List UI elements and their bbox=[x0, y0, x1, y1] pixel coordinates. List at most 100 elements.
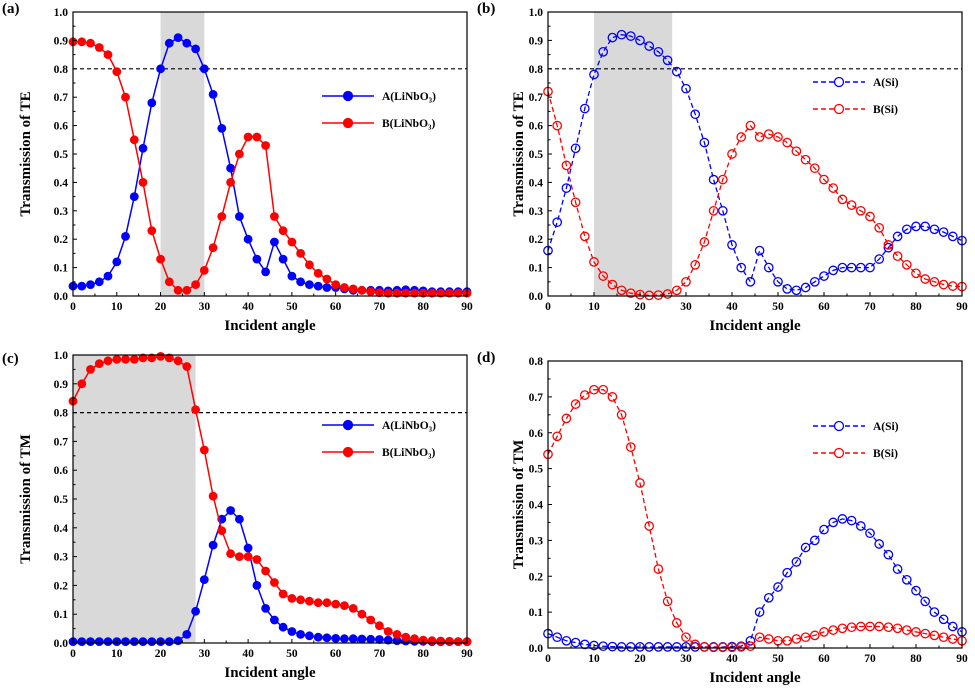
data-point bbox=[234, 552, 244, 561]
data-point bbox=[791, 146, 802, 157]
data-point bbox=[366, 287, 376, 297]
y-tick-label: 0.2 bbox=[529, 571, 544, 583]
x-axis-title: Incident angle bbox=[709, 670, 801, 686]
data-point bbox=[199, 575, 209, 584]
data-point bbox=[579, 390, 590, 400]
x-tick-label: 90 bbox=[461, 301, 473, 313]
legend-label: B(Si) bbox=[873, 104, 898, 116]
x-tick-label: 40 bbox=[726, 301, 738, 313]
data-point bbox=[570, 197, 581, 208]
data-point bbox=[607, 32, 618, 43]
data-point bbox=[269, 212, 279, 221]
y-tick-label: 0.4 bbox=[54, 177, 69, 189]
data-point bbox=[182, 285, 192, 295]
data-point bbox=[173, 285, 183, 295]
data-point bbox=[681, 276, 691, 287]
data-point bbox=[217, 212, 227, 221]
data-point bbox=[304, 280, 314, 290]
data-point bbox=[287, 237, 297, 247]
data-point bbox=[662, 55, 673, 66]
data-point bbox=[598, 641, 609, 652]
legend-entry: A(LiNbO₃) bbox=[322, 90, 436, 103]
data-point bbox=[374, 621, 384, 631]
data-point bbox=[883, 240, 894, 250]
data-point bbox=[77, 281, 87, 291]
data-point bbox=[322, 598, 332, 608]
data-point bbox=[828, 265, 839, 276]
data-point bbox=[809, 163, 820, 174]
data-point bbox=[690, 639, 701, 650]
data-point bbox=[828, 625, 839, 635]
y-tick-label: 0.0 bbox=[529, 291, 544, 303]
y-tick-label: 0.4 bbox=[529, 177, 544, 189]
y-tick-label: 0.4 bbox=[529, 500, 544, 512]
x-axis-title: Incident angle bbox=[224, 318, 316, 334]
data-point bbox=[754, 132, 765, 142]
data-point bbox=[782, 635, 793, 646]
data-point bbox=[313, 632, 323, 642]
data-point bbox=[883, 242, 894, 253]
data-point bbox=[304, 631, 314, 641]
data-point bbox=[226, 177, 236, 187]
y-tick-label: 1.0 bbox=[54, 7, 69, 19]
y-tick-label: 0.0 bbox=[54, 638, 69, 650]
x-tick-label: 70 bbox=[864, 301, 876, 313]
data-point bbox=[383, 627, 393, 636]
shaded-region bbox=[594, 12, 673, 296]
y-tick-label: 1.0 bbox=[54, 350, 69, 362]
data-point bbox=[304, 596, 314, 606]
data-point bbox=[929, 276, 940, 287]
data-point bbox=[147, 637, 157, 646]
x-tick-label: 80 bbox=[417, 301, 429, 313]
data-point bbox=[156, 64, 166, 74]
y-tick-label: 0.5 bbox=[529, 464, 544, 476]
legend-entry: A(Si) bbox=[813, 76, 899, 89]
data-point bbox=[717, 205, 728, 216]
data-point bbox=[164, 637, 174, 646]
data-point bbox=[234, 514, 244, 524]
data-point bbox=[874, 539, 885, 549]
data-point bbox=[892, 623, 903, 634]
data-point bbox=[947, 231, 958, 242]
data-point bbox=[191, 405, 201, 415]
data-point bbox=[561, 183, 572, 193]
data-point bbox=[579, 103, 590, 114]
data-point bbox=[727, 240, 737, 250]
data-point bbox=[436, 288, 446, 298]
data-point bbox=[410, 288, 419, 298]
data-point bbox=[874, 621, 885, 632]
data-point bbox=[234, 149, 244, 159]
data-point bbox=[681, 632, 691, 643]
data-point bbox=[773, 276, 783, 287]
data-point bbox=[112, 67, 122, 76]
y-tick-label: 0.0 bbox=[54, 291, 69, 303]
y-tick-label: 0.1 bbox=[529, 607, 544, 619]
data-point bbox=[278, 254, 288, 264]
data-point bbox=[607, 392, 618, 402]
data-point bbox=[552, 431, 563, 442]
data-point bbox=[874, 222, 885, 233]
data-point bbox=[855, 521, 866, 531]
data-point bbox=[625, 31, 636, 41]
series-a bbox=[543, 514, 967, 652]
data-point bbox=[616, 29, 627, 40]
legend-entry: B(LiNbO₃) bbox=[322, 446, 435, 459]
data-point bbox=[339, 283, 349, 292]
y-tick-label: 0.1 bbox=[54, 609, 69, 621]
data-point bbox=[173, 33, 183, 42]
data-point bbox=[121, 354, 130, 364]
series-a bbox=[68, 33, 472, 297]
y-axis-title: Transmission of TM bbox=[18, 434, 34, 563]
data-point bbox=[296, 248, 306, 258]
data-point bbox=[121, 92, 130, 102]
data-point bbox=[855, 621, 866, 632]
y-tick-label: 0.9 bbox=[529, 35, 544, 47]
data-point bbox=[217, 526, 227, 536]
data-point bbox=[911, 268, 921, 279]
legend-label: B(LiNbO₃) bbox=[382, 118, 435, 130]
x-tick-label: 70 bbox=[864, 653, 876, 665]
series-line bbox=[547, 91, 963, 297]
data-point bbox=[331, 599, 341, 609]
data-point bbox=[339, 601, 349, 610]
